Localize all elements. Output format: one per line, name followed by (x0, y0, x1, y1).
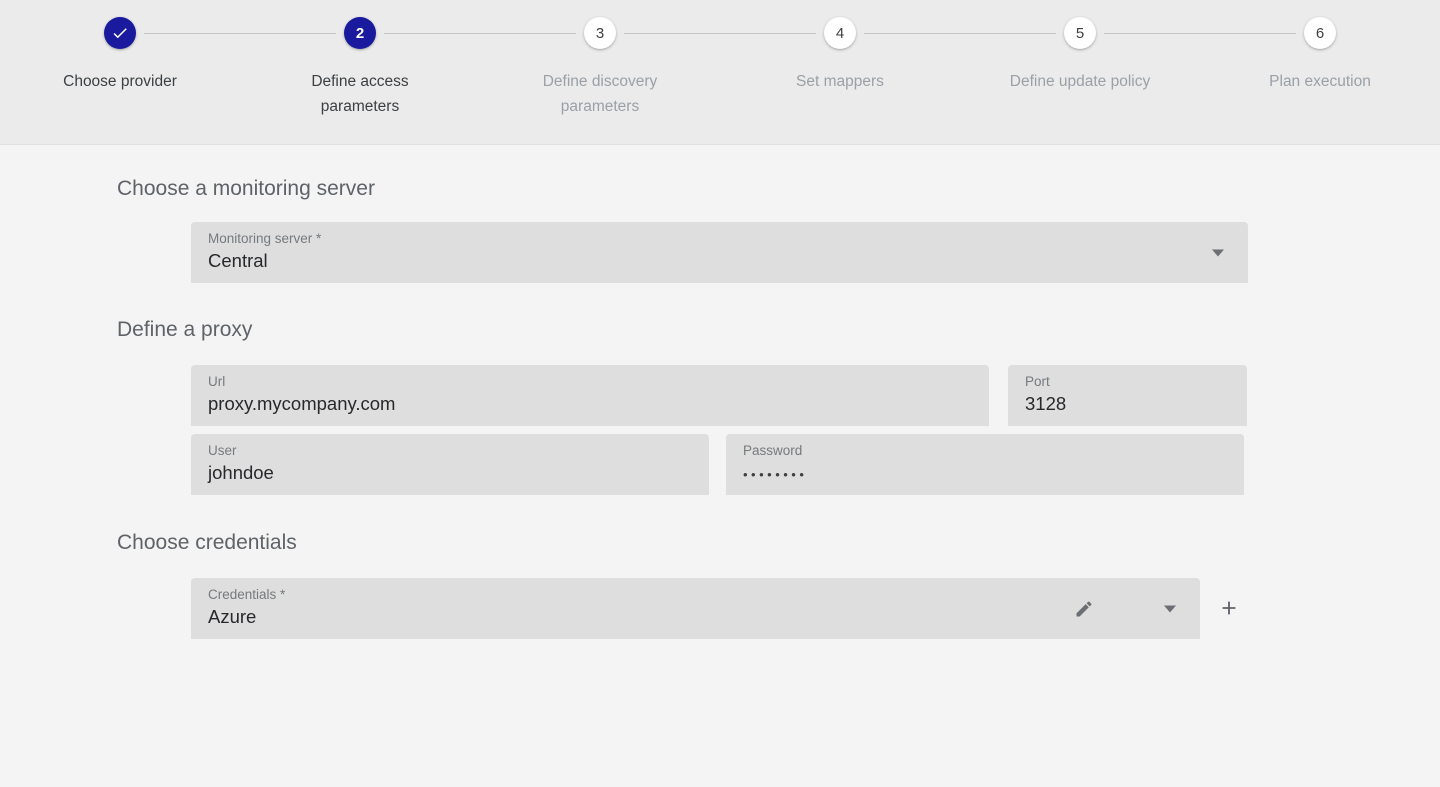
stepper-connector (720, 33, 816, 34)
stepper-step-define-access-parameters[interactable]: 2 Define access parameters (240, 17, 480, 119)
form-body: Choose a monitoring server Monitoring se… (0, 145, 1440, 639)
stepper-indicator-5[interactable]: 5 (1064, 17, 1096, 49)
stepper-label-2: Define access parameters (311, 73, 409, 115)
stepper-label-1: Choose provider (63, 73, 177, 90)
proxy-user-value: johndoe (208, 462, 274, 483)
proxy-password-input[interactable]: Password •••••••• (726, 434, 1244, 495)
proxy-port-input[interactable]: Port 3128 (1008, 365, 1247, 426)
row-monitoring-server: Monitoring server * Central (0, 222, 1440, 283)
stepper-step-define-discovery-parameters[interactable]: 3 Define discovery parameters (480, 17, 720, 119)
stepper-connector (384, 33, 480, 34)
stepper-step-set-mappers[interactable]: 4 Set mappers (720, 17, 960, 94)
stepper-connector (960, 33, 1056, 34)
proxy-password-value: •••••••• (743, 467, 808, 482)
stepper-indicator-1[interactable] (104, 17, 136, 49)
stepper-connector (480, 33, 576, 34)
row-proxy-user-password: User johndoe Password •••••••• (0, 434, 1440, 495)
credentials-label: Credentials * (208, 587, 286, 602)
stepper-label-3: Define discovery parameters (542, 73, 658, 115)
proxy-password-label: Password (743, 443, 803, 458)
chevron-down-icon[interactable] (1164, 605, 1176, 612)
stepper-indicator-6[interactable]: 6 (1304, 17, 1336, 49)
stepper-connector (144, 33, 240, 34)
stepper-label-6: Plan execution (1269, 73, 1371, 90)
row-credentials: Credentials * Azure (0, 578, 1440, 639)
proxy-user-label: User (208, 443, 237, 458)
proxy-user-input[interactable]: User johndoe (191, 434, 709, 495)
stepper-label-4: Set mappers (796, 73, 884, 90)
check-icon (111, 24, 129, 42)
section-title-credentials: Choose credentials (117, 531, 297, 554)
stepper-connector (624, 33, 720, 34)
pencil-icon[interactable] (1074, 599, 1094, 619)
proxy-port-value: 3128 (1025, 393, 1067, 414)
chevron-down-icon[interactable] (1212, 249, 1224, 256)
proxy-url-input[interactable]: Url proxy.mycompany.com (191, 365, 989, 426)
stepper-indicator-3[interactable]: 3 (584, 17, 616, 49)
stepper-step-plan-execution[interactable]: 6 Plan execution (1200, 17, 1440, 94)
row-proxy-url-port: Url proxy.mycompany.com Port 3128 (0, 365, 1440, 426)
proxy-url-value: proxy.mycompany.com (208, 393, 396, 414)
stepper-connector (1104, 33, 1200, 34)
section-title-monitoring-server: Choose a monitoring server (117, 177, 375, 200)
stepper-connector (240, 33, 336, 34)
stepper-indicator-2[interactable]: 2 (344, 17, 376, 49)
credentials-value: Azure (208, 606, 257, 627)
proxy-url-label: Url (208, 374, 226, 389)
stepper-connector (1200, 33, 1296, 34)
section-title-proxy: Define a proxy (117, 318, 253, 341)
stepper-label-5: Define update policy (1009, 73, 1151, 90)
stepper-indicator-4[interactable]: 4 (824, 17, 856, 49)
stepper-connector (864, 33, 960, 34)
monitoring-server-value: Central (208, 250, 268, 271)
stepper-step-choose-provider[interactable]: Choose provider (0, 17, 240, 94)
plus-icon (1218, 597, 1240, 622)
credentials-select[interactable]: Credentials * Azure (191, 578, 1200, 639)
wizard-stepper: Choose provider 2 Define access paramete… (0, 0, 1440, 145)
add-credentials-button[interactable] (1209, 589, 1249, 629)
monitoring-server-select[interactable]: Monitoring server * Central (191, 222, 1248, 283)
monitoring-server-label: Monitoring server * (208, 231, 322, 246)
proxy-port-label: Port (1025, 374, 1050, 389)
stepper-step-define-update-policy[interactable]: 5 Define update policy (960, 17, 1200, 94)
